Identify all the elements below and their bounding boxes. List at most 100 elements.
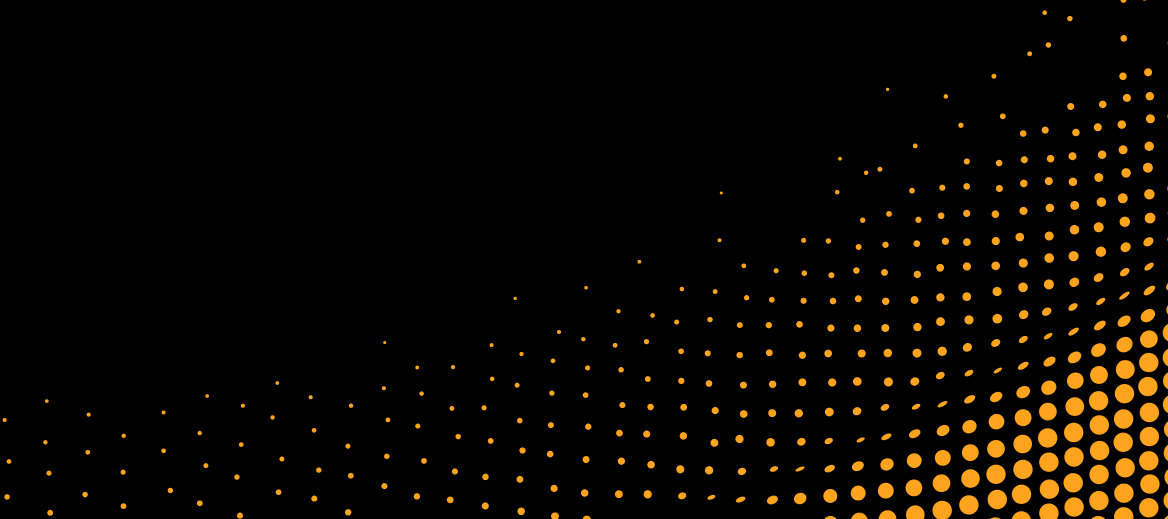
halftone-dot	[1120, 242, 1131, 253]
halftone-dot	[824, 349, 833, 358]
halftone-dot	[1119, 72, 1127, 81]
halftone-dot	[1011, 484, 1032, 504]
halftone-dot	[1093, 273, 1104, 283]
halftone-dot	[798, 378, 807, 387]
halftone-dot	[582, 456, 590, 463]
halftone-dot	[881, 433, 892, 441]
halftone-dot	[881, 324, 890, 332]
halftone-dot	[1019, 130, 1027, 137]
halftone-dot	[550, 358, 556, 364]
halftone-dot	[853, 324, 862, 332]
halftone-dot	[1139, 498, 1159, 518]
halftone-dot	[519, 351, 524, 357]
halftone-dot	[796, 321, 803, 328]
halftone-dot	[513, 296, 517, 301]
halftone-dot	[1045, 203, 1055, 213]
halftone-dot	[381, 483, 388, 490]
halftone-dot	[739, 410, 748, 418]
halftone-dot	[941, 237, 950, 245]
halftone-dot	[905, 479, 923, 497]
halftone-dot	[936, 317, 945, 327]
halftone-dot	[644, 376, 651, 382]
halftone-dot	[1114, 507, 1134, 519]
halftone-dot	[851, 512, 868, 519]
halftone-dot	[999, 113, 1006, 120]
halftone-dot	[612, 342, 618, 348]
halftone-dot	[120, 469, 126, 475]
halftone-dot	[1120, 35, 1128, 42]
halftone-dot	[618, 367, 624, 373]
halftone-dot	[1145, 92, 1155, 101]
halftone-dot	[963, 183, 971, 190]
halftone-dot	[1070, 200, 1080, 210]
halftone-dot	[551, 512, 559, 519]
halftone-dot	[1164, 469, 1168, 485]
halftone-dot	[939, 184, 946, 191]
halftone-dot	[415, 423, 421, 429]
halftone-dot	[1113, 409, 1134, 429]
halftone-dot	[550, 484, 558, 492]
halftone-dot	[937, 212, 945, 220]
halftone-dot	[1064, 422, 1084, 443]
halftone-dot	[385, 417, 391, 423]
halftone-dot	[1045, 42, 1052, 48]
halftone-dot	[913, 322, 922, 332]
halftone-dot	[991, 73, 997, 79]
halftone-dot	[582, 515, 591, 519]
halftone-dot	[936, 293, 945, 302]
halftone-dot	[1117, 315, 1131, 327]
halftone-dot	[1140, 330, 1158, 348]
halftone-dot	[958, 122, 964, 128]
halftone-dot	[43, 440, 48, 445]
halftone-dot	[838, 156, 842, 161]
halftone-dot	[617, 457, 626, 465]
halftone-dot	[704, 466, 714, 475]
halftone-dot	[556, 329, 562, 335]
halftone-dot	[679, 432, 688, 440]
halftone-dot	[451, 468, 458, 475]
halftone-dot	[769, 466, 779, 472]
halftone-dot	[990, 391, 1003, 403]
halftone-dot	[1043, 356, 1056, 367]
halftone-dot	[943, 94, 949, 99]
halftone-dot	[773, 268, 779, 274]
halftone-dot	[678, 377, 685, 385]
halftone-dot	[964, 395, 976, 404]
halftone-dot	[347, 472, 354, 479]
halftone-dot	[419, 391, 424, 396]
halftone-dot	[712, 289, 718, 295]
halftone-dot	[1098, 100, 1107, 109]
halftone-dot	[580, 489, 589, 497]
halftone-dot	[236, 512, 244, 519]
halftone-dot	[6, 459, 12, 464]
halftone-dot	[167, 487, 174, 494]
halftone-dot	[766, 495, 778, 505]
halftone-dot	[1139, 426, 1160, 447]
halftone-dot	[736, 351, 743, 359]
halftone-dot	[1016, 385, 1031, 399]
halftone-dot	[1096, 297, 1106, 306]
halftone-dot	[1139, 352, 1159, 373]
halftone-dot	[936, 263, 945, 272]
halftone-dot	[275, 489, 282, 496]
halftone-dot	[1069, 277, 1080, 287]
halftone-dot	[1043, 332, 1053, 340]
halftone-dot	[1114, 384, 1135, 404]
halftone-dot	[857, 349, 866, 358]
halftone-dot	[1069, 224, 1080, 235]
halftone-dot	[1014, 409, 1032, 427]
halftone-dot	[1117, 120, 1127, 129]
halftone-dot	[801, 270, 808, 276]
halftone-dot	[937, 346, 947, 356]
halftone-dot	[991, 261, 1001, 271]
halftone-dot	[643, 490, 652, 499]
halftone-dot	[1064, 447, 1084, 467]
halftone-dot	[704, 350, 711, 357]
halftone-dot	[1046, 154, 1055, 163]
halftone-dot	[421, 458, 427, 464]
halftone-dot	[1093, 123, 1102, 132]
halftone-dot	[915, 216, 922, 223]
halftone-dot	[828, 378, 837, 387]
halftone-dot	[647, 460, 655, 469]
halftone-dot	[1163, 444, 1168, 461]
